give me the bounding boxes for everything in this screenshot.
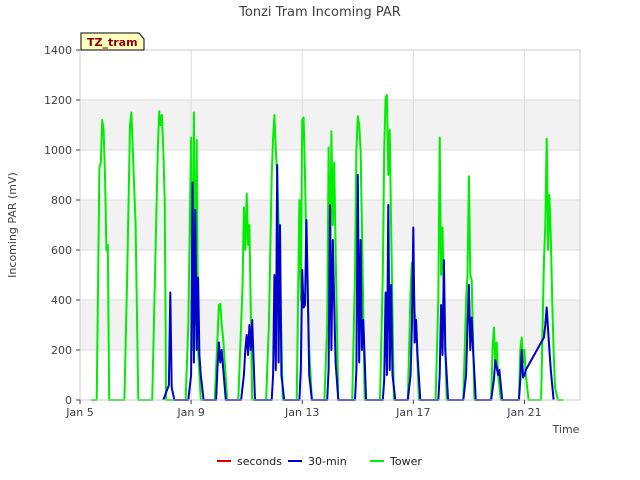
plot-background (80, 50, 580, 400)
y-tick-label: 1200 (44, 94, 72, 107)
x-tick-label: Jan 13 (284, 406, 319, 419)
legend-label: Tower (389, 455, 422, 468)
plot-border (79, 49, 581, 401)
legend-item-seconds: seconds (217, 455, 282, 468)
legend-label: 30-min (308, 455, 347, 468)
grid-band (80, 100, 580, 150)
badge-box (80, 32, 145, 51)
axes: 0 200 400 600 800 1000 1200 1400 Jan 5 Jan 9 Jan 1… (44, 44, 581, 419)
legend-item-tower: Tower (370, 455, 422, 468)
legend-label: seconds (237, 455, 282, 468)
badge-label: TZ_tram (87, 36, 138, 49)
y-tick-label: 400 (51, 294, 72, 307)
legend-item-30-min: 30-min (288, 455, 347, 468)
x-tick-label: Jan 17 (395, 406, 430, 419)
x-tick-label: Jan 21 (506, 406, 541, 419)
x-tick-label: Jan 9 (176, 406, 204, 419)
chart-title: Tonzi Tram Incoming PAR (238, 5, 401, 20)
y-tick-label: 600 (51, 244, 72, 257)
y-axis-label: Incoming PAR (mV) (6, 172, 19, 278)
legend: seconds 30-min Tower (217, 455, 422, 468)
y-tick-label: 1000 (44, 144, 72, 157)
y-tick-label: 800 (51, 194, 72, 207)
series-line-tower (91, 94, 564, 401)
x-axis-label: Time (552, 423, 580, 436)
site-badge: TZ_tram (80, 32, 145, 51)
y-tick-label: 1400 (44, 44, 72, 57)
y-tick-label: 0 (65, 394, 72, 407)
x-tick-label: Jan 5 (65, 406, 93, 419)
y-tick-label: 200 (51, 344, 72, 357)
